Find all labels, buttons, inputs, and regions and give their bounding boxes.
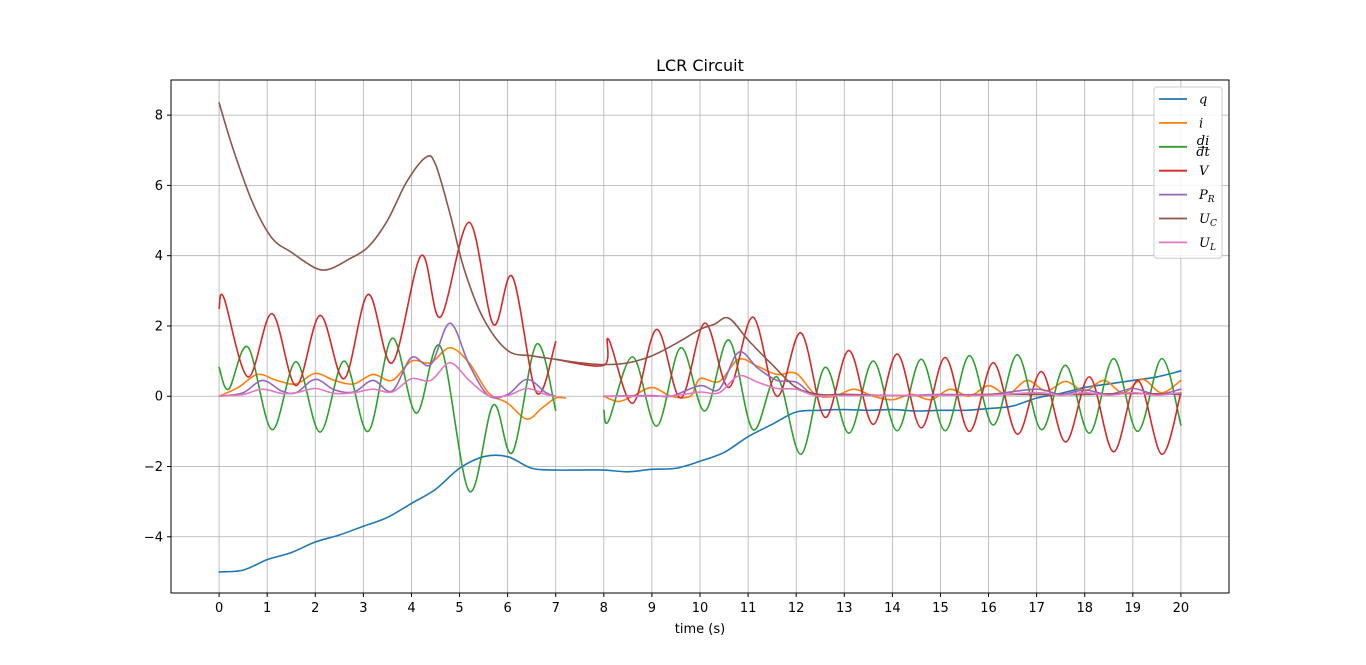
x-tick-label: 9 xyxy=(648,601,656,616)
y-tick-label: −4 xyxy=(144,530,163,545)
y-tick-label: 8 xyxy=(155,109,163,124)
series-line-u-l xyxy=(603,374,1182,398)
x-tick-label: 13 xyxy=(836,601,853,616)
x-tick-label: 2 xyxy=(311,601,319,616)
y-tick-label: 2 xyxy=(155,319,163,334)
x-tick-label: 4 xyxy=(407,601,415,616)
y-tick-label: −2 xyxy=(144,460,163,475)
series-line-di-dt xyxy=(603,339,1182,456)
x-tick-label: 16 xyxy=(980,601,997,616)
series-line-v xyxy=(218,221,557,395)
x-tick-label: 15 xyxy=(932,601,949,616)
legend-box xyxy=(1153,86,1223,259)
y-tick-label: 0 xyxy=(155,390,163,405)
legend-label: q xyxy=(1199,93,1207,108)
series-line-p-r xyxy=(218,322,557,399)
y-axis-ticks: −4 −2 0 2 4 6 8 xyxy=(144,109,171,545)
x-tick-label: 19 xyxy=(1125,601,1142,616)
y-tick-label: 6 xyxy=(155,179,163,194)
x-tick-label: 1 xyxy=(263,601,271,616)
x-tick-label: 5 xyxy=(455,601,463,616)
chart-title: LCR Circuit xyxy=(656,56,744,75)
legend-label: di xyxy=(1197,134,1209,149)
series-lines xyxy=(218,102,1182,573)
series-line-di-dt xyxy=(218,337,557,493)
series-line-i xyxy=(218,346,567,420)
x-tick-label: 3 xyxy=(359,601,367,616)
series-line-u-l xyxy=(218,362,557,398)
x-tick-label: 7 xyxy=(552,601,560,616)
x-tick-label: 0 xyxy=(215,601,223,616)
x-tick-label: 10 xyxy=(692,601,709,616)
x-tick-label: 17 xyxy=(1028,601,1045,616)
legend-label: i xyxy=(1199,116,1203,131)
x-axis-ticks: 0 1 2 3 4 5 6 7 8 9 10 11 12 13 14 15 16 17 18 19 20 xyxy=(215,593,1189,616)
x-tick-label: 11 xyxy=(740,601,757,616)
y-tick-label: 4 xyxy=(155,249,163,264)
x-tick-label: 18 xyxy=(1076,601,1093,616)
x-tick-label: 8 xyxy=(600,601,608,616)
x-tick-label: 20 xyxy=(1173,601,1190,616)
x-tick-label: 14 xyxy=(884,601,901,616)
legend-label: V xyxy=(1199,164,1210,179)
x-tick-label: 12 xyxy=(788,601,805,616)
series-line-q xyxy=(218,370,1182,573)
x-axis-label: time (s) xyxy=(675,622,725,637)
legend-label: dt xyxy=(1196,145,1210,160)
x-tick-label: 6 xyxy=(503,601,511,616)
